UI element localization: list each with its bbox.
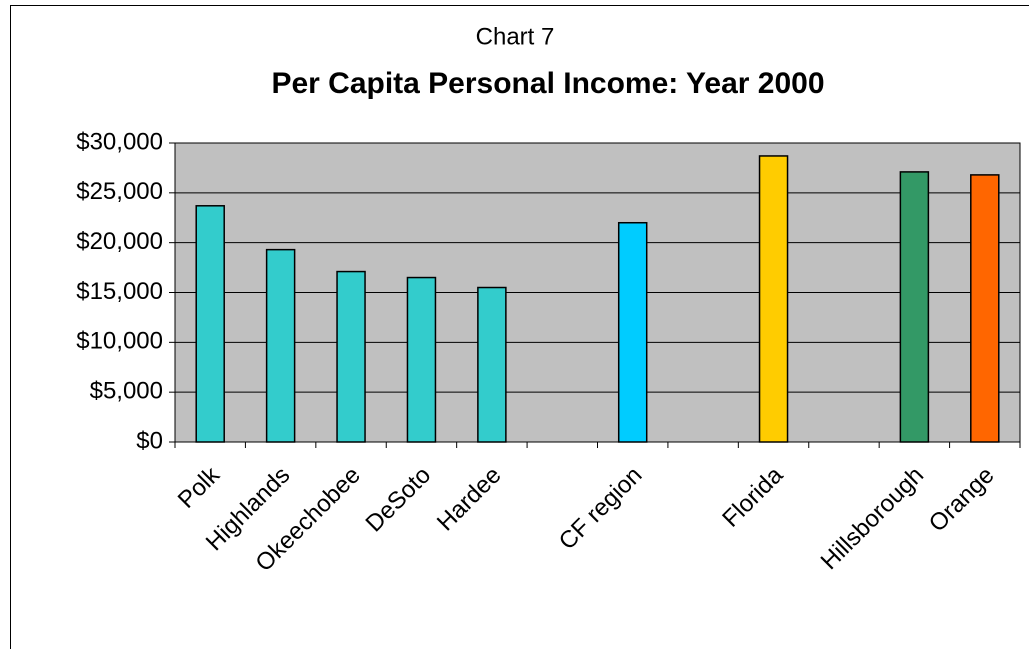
bar: [970, 174, 1000, 443]
bar: [195, 205, 225, 443]
bar: [265, 248, 296, 443]
bar: [406, 276, 437, 443]
bar: [617, 221, 648, 443]
bar: [899, 171, 930, 443]
chart-label: Chart 7: [476, 23, 555, 50]
bar: [758, 155, 789, 443]
y-tick-label: $20,000: [76, 228, 163, 255]
bar: [336, 270, 366, 443]
y-tick-label: $5,000: [90, 378, 163, 405]
y-tick-label: $0: [136, 427, 163, 454]
chart-title: Per Capita Personal Income: Year 2000: [271, 67, 824, 100]
bar: [477, 286, 507, 443]
y-tick-label: $10,000: [76, 328, 163, 355]
y-tick-label: $25,000: [76, 178, 163, 205]
y-tick-label: $30,000: [76, 128, 163, 155]
y-tick-label: $15,000: [76, 278, 163, 305]
